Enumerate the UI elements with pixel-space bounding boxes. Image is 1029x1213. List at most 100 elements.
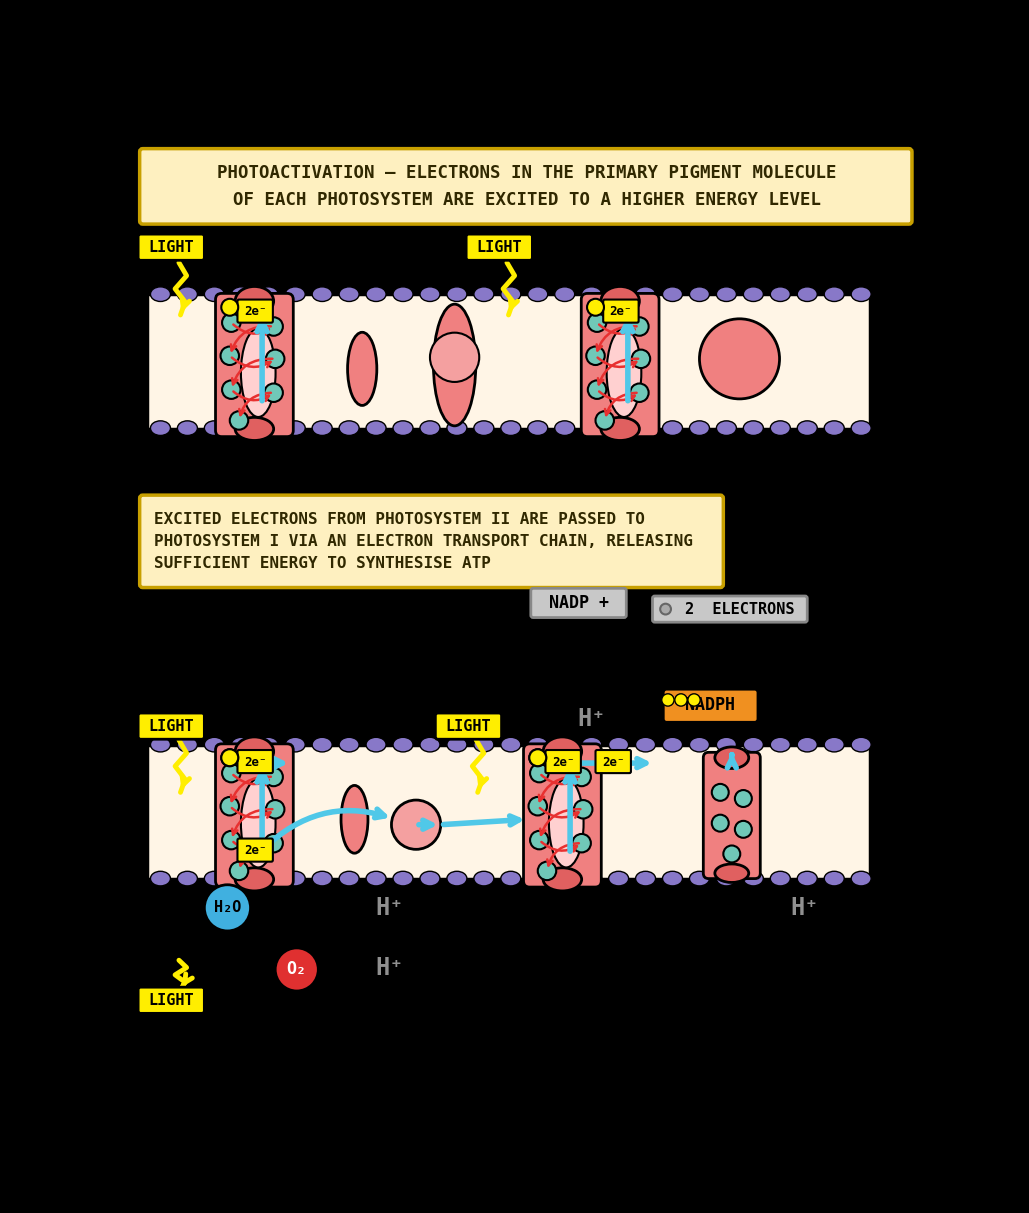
Ellipse shape [236, 738, 274, 767]
Ellipse shape [150, 286, 171, 302]
Text: 2  ELECTRONS: 2 ELECTRONS [684, 602, 794, 616]
Circle shape [222, 313, 241, 332]
Ellipse shape [743, 871, 764, 885]
Circle shape [264, 383, 283, 402]
Ellipse shape [393, 421, 413, 435]
Ellipse shape [232, 286, 251, 302]
FancyBboxPatch shape [652, 596, 808, 622]
Ellipse shape [150, 738, 171, 752]
Circle shape [661, 604, 671, 615]
Ellipse shape [608, 421, 629, 435]
Text: LIGHT: LIGHT [148, 718, 194, 734]
Ellipse shape [689, 871, 709, 885]
Ellipse shape [716, 421, 737, 435]
Ellipse shape [236, 286, 274, 315]
Ellipse shape [851, 421, 872, 435]
Circle shape [588, 313, 606, 332]
Text: 2e⁻: 2e⁻ [244, 756, 267, 769]
FancyBboxPatch shape [581, 294, 659, 437]
Text: H⁺: H⁺ [375, 956, 403, 980]
FancyBboxPatch shape [531, 588, 627, 617]
Ellipse shape [636, 421, 655, 435]
Circle shape [529, 750, 546, 767]
Text: EXCITED ELECTRONS FROM PHOTOSYSTEM II ARE PASSED TO
PHOTOSYSTEM I VIA AN ELECTRO: EXCITED ELECTRONS FROM PHOTOSYSTEM II AR… [154, 512, 694, 571]
Text: PHOTOACTIVATION – ELECTRONS IN THE PRIMARY PIGMENT MOLECULE
OF EACH PHOTOSYSTEM : PHOTOACTIVATION – ELECTRONS IN THE PRIMA… [217, 164, 837, 209]
Ellipse shape [312, 286, 332, 302]
Circle shape [662, 694, 674, 706]
Ellipse shape [851, 738, 872, 752]
Ellipse shape [851, 871, 872, 885]
Ellipse shape [177, 421, 198, 435]
Text: H⁺: H⁺ [790, 896, 819, 919]
Ellipse shape [420, 738, 440, 752]
Ellipse shape [232, 871, 251, 885]
Ellipse shape [205, 421, 224, 435]
Ellipse shape [150, 871, 171, 885]
Ellipse shape [241, 329, 276, 417]
FancyBboxPatch shape [138, 234, 205, 261]
Ellipse shape [420, 871, 440, 885]
Circle shape [220, 797, 239, 815]
Ellipse shape [716, 286, 737, 302]
Ellipse shape [447, 738, 467, 752]
Circle shape [221, 298, 239, 315]
Ellipse shape [824, 421, 844, 435]
Ellipse shape [555, 421, 575, 435]
Ellipse shape [177, 871, 198, 885]
Ellipse shape [420, 286, 440, 302]
Ellipse shape [663, 738, 682, 752]
Circle shape [264, 318, 283, 336]
Text: H⁺: H⁺ [375, 896, 403, 919]
Circle shape [529, 797, 547, 815]
Circle shape [572, 835, 591, 853]
Ellipse shape [232, 738, 251, 752]
Circle shape [688, 694, 700, 706]
Text: 2e⁻: 2e⁻ [244, 306, 267, 318]
Ellipse shape [312, 871, 332, 885]
Ellipse shape [663, 421, 682, 435]
Circle shape [264, 835, 283, 853]
Ellipse shape [608, 286, 629, 302]
Ellipse shape [393, 286, 413, 302]
Ellipse shape [366, 738, 386, 752]
Ellipse shape [447, 871, 467, 885]
Ellipse shape [205, 286, 224, 302]
Ellipse shape [824, 286, 844, 302]
Circle shape [265, 349, 284, 368]
Ellipse shape [797, 421, 817, 435]
Ellipse shape [340, 871, 359, 885]
Ellipse shape [312, 738, 332, 752]
Circle shape [700, 319, 780, 399]
Ellipse shape [608, 871, 629, 885]
Ellipse shape [528, 738, 547, 752]
Ellipse shape [851, 286, 872, 302]
Ellipse shape [689, 421, 709, 435]
Circle shape [712, 815, 729, 832]
Ellipse shape [797, 738, 817, 752]
Circle shape [630, 318, 648, 336]
Circle shape [275, 947, 318, 991]
FancyBboxPatch shape [435, 713, 501, 739]
Ellipse shape [528, 871, 547, 885]
Circle shape [675, 694, 687, 706]
Circle shape [572, 768, 591, 786]
Circle shape [574, 801, 593, 819]
Ellipse shape [258, 421, 278, 435]
Text: NADPH: NADPH [685, 696, 736, 714]
Circle shape [265, 801, 284, 819]
FancyBboxPatch shape [215, 744, 293, 887]
FancyBboxPatch shape [215, 294, 293, 437]
Ellipse shape [285, 871, 306, 885]
Text: 2e⁻: 2e⁻ [244, 844, 267, 858]
Circle shape [430, 332, 480, 382]
Circle shape [229, 411, 248, 429]
Ellipse shape [447, 286, 467, 302]
Bar [146, 295, 871, 429]
Ellipse shape [743, 738, 764, 752]
Text: LIGHT: LIGHT [148, 992, 194, 1008]
Circle shape [222, 831, 241, 849]
Ellipse shape [771, 286, 790, 302]
Ellipse shape [715, 864, 749, 882]
Circle shape [712, 784, 729, 801]
Ellipse shape [340, 738, 359, 752]
